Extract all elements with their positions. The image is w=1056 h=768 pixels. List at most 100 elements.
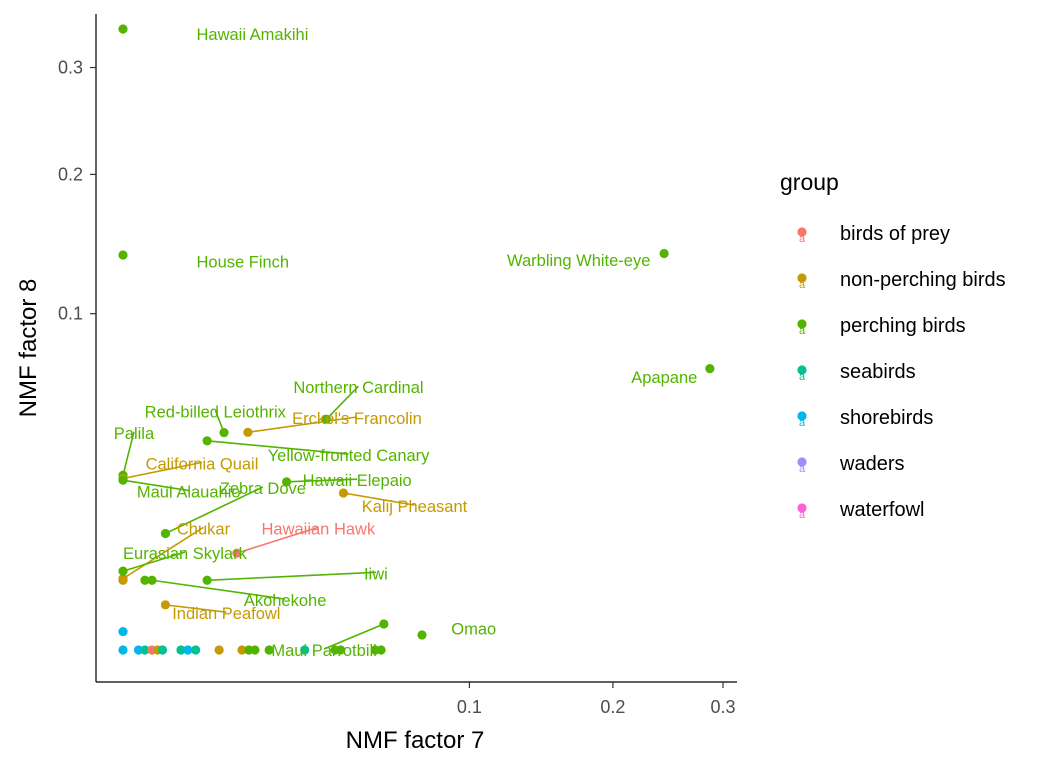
leader-line bbox=[151, 579, 286, 600]
point-maui-parrotbill bbox=[379, 619, 389, 629]
legend-key-glyph: a bbox=[799, 371, 806, 383]
point-label: Iiwi bbox=[364, 565, 388, 583]
leader-line bbox=[325, 385, 360, 420]
data-point bbox=[336, 645, 346, 655]
data-point bbox=[176, 645, 186, 655]
legend-items: a birds of prey a non-perching birds a perchi… bbox=[797, 223, 1006, 521]
legend-title: group bbox=[780, 169, 839, 195]
y-axis-ticks: 0.1 0.2 0.3 bbox=[58, 58, 96, 324]
data-point bbox=[214, 645, 224, 655]
point-label: Northern Cardinal bbox=[293, 379, 423, 397]
point-label: Akohekohe bbox=[244, 592, 327, 610]
point-label: Eurasian Skylark bbox=[123, 545, 248, 563]
point-labels: Hawaii Amakihi House Finch Warbling White-… bbox=[114, 26, 698, 660]
legend-item-perching-birds: a perching birds bbox=[797, 315, 966, 337]
data-point bbox=[133, 645, 144, 655]
point-zebra-dove bbox=[160, 528, 171, 539]
point-label: Indian Peafowl bbox=[172, 605, 280, 623]
leader-line bbox=[343, 492, 415, 506]
legend-key-glyph: a bbox=[799, 417, 806, 429]
y-tick-label: 0.2 bbox=[58, 164, 83, 184]
legend-label: perching birds bbox=[840, 315, 966, 337]
point-label: Red-billed Leiothrix bbox=[145, 403, 287, 421]
point-erckel-s-francolin bbox=[243, 427, 253, 437]
point-iiwi bbox=[202, 575, 212, 585]
legend-label: waders bbox=[839, 453, 904, 475]
legend-key-point bbox=[797, 365, 807, 375]
point-label: California Quail bbox=[146, 455, 259, 473]
leader-line bbox=[165, 604, 227, 613]
point-yellow-fronted-canary bbox=[202, 436, 212, 446]
point-label: Erckel's Francolin bbox=[292, 410, 422, 428]
point-label: Kalij Pheasant bbox=[362, 498, 468, 516]
legend-item-non-perching-birds: a non-perching birds bbox=[797, 269, 1006, 291]
x-tick-label: 0.2 bbox=[600, 697, 625, 717]
point-label: Hawaii Amakihi bbox=[196, 26, 308, 44]
point-omao bbox=[417, 630, 427, 640]
plot-panel: Hawaii Amakihi House Finch Warbling White-… bbox=[114, 24, 715, 660]
data-point bbox=[118, 626, 128, 637]
leader-line bbox=[286, 478, 358, 483]
point-akohekohe bbox=[147, 575, 157, 585]
legend-label: seabirds bbox=[840, 361, 916, 383]
point-maui-alauahio bbox=[118, 475, 128, 485]
legend-key-point bbox=[797, 503, 807, 513]
legend-item-seabirds: a seabirds bbox=[797, 361, 916, 383]
legend-label: birds of prey bbox=[840, 223, 950, 245]
x-tick-label: 0.3 bbox=[710, 697, 735, 717]
data-point bbox=[376, 645, 386, 655]
leader-line bbox=[122, 479, 189, 492]
leader-line bbox=[247, 416, 358, 434]
legend-key-point bbox=[797, 411, 807, 421]
leader-line bbox=[122, 551, 186, 572]
point-house-finch bbox=[118, 250, 128, 260]
y-tick-label: 0.3 bbox=[58, 58, 83, 78]
point-label: Chukar bbox=[177, 520, 231, 538]
legend-item-waterfowl: a waterfowl bbox=[797, 499, 924, 521]
point-label: House Finch bbox=[196, 253, 289, 271]
data-point bbox=[183, 645, 193, 655]
leader-line bbox=[122, 461, 203, 480]
legend-key-glyph: a bbox=[799, 279, 806, 291]
point-warbling-white-eye bbox=[659, 248, 669, 259]
legend-item-shorebirds: a shorebirds bbox=[797, 407, 933, 429]
data-point bbox=[157, 645, 168, 655]
leader-line bbox=[236, 526, 319, 554]
point-label: Warbling White-eye bbox=[507, 252, 650, 270]
y-axis-title: NMF factor 8 bbox=[15, 279, 42, 418]
legend-key-point bbox=[797, 273, 807, 283]
point-label: Apapane bbox=[631, 369, 697, 387]
point-label: Yellow-fronted Canary bbox=[268, 447, 430, 465]
point-apapane bbox=[705, 364, 715, 374]
point-kalij-pheasant bbox=[338, 488, 349, 498]
data-point bbox=[118, 645, 128, 655]
legend-key-point bbox=[797, 319, 807, 329]
x-axis-title: NMF factor 7 bbox=[346, 727, 485, 754]
legend-key-glyph: a bbox=[799, 509, 806, 521]
point-label: Maui Alauahio bbox=[137, 484, 241, 502]
legend-key-glyph: a bbox=[799, 233, 806, 245]
point-label: Maui Parrotbill bbox=[271, 642, 376, 660]
point-northern-cardinal bbox=[321, 414, 332, 424]
label-leader-lines bbox=[122, 385, 415, 650]
data-point bbox=[140, 645, 150, 655]
data-point bbox=[118, 575, 128, 585]
point-hawaii-elepaio bbox=[281, 477, 292, 487]
leader-line bbox=[323, 623, 385, 650]
legend-label: waterfowl bbox=[839, 499, 924, 521]
leader-line bbox=[207, 439, 349, 455]
data-point bbox=[191, 645, 201, 655]
legend-item-birds-of-prey: a birds of prey bbox=[797, 223, 950, 245]
x-axis-ticks: 0.1 0.2 0.3 bbox=[457, 682, 736, 717]
data-point bbox=[237, 645, 247, 655]
leader-line bbox=[122, 431, 135, 476]
point-red-billed-leiothrix bbox=[219, 427, 229, 438]
data-point bbox=[140, 575, 150, 585]
data-point bbox=[250, 645, 260, 655]
legend-key-glyph: a bbox=[799, 325, 806, 337]
legend-label: non-perching birds bbox=[840, 269, 1006, 291]
leader-line bbox=[165, 486, 264, 535]
legend-label: shorebirds bbox=[840, 407, 933, 429]
